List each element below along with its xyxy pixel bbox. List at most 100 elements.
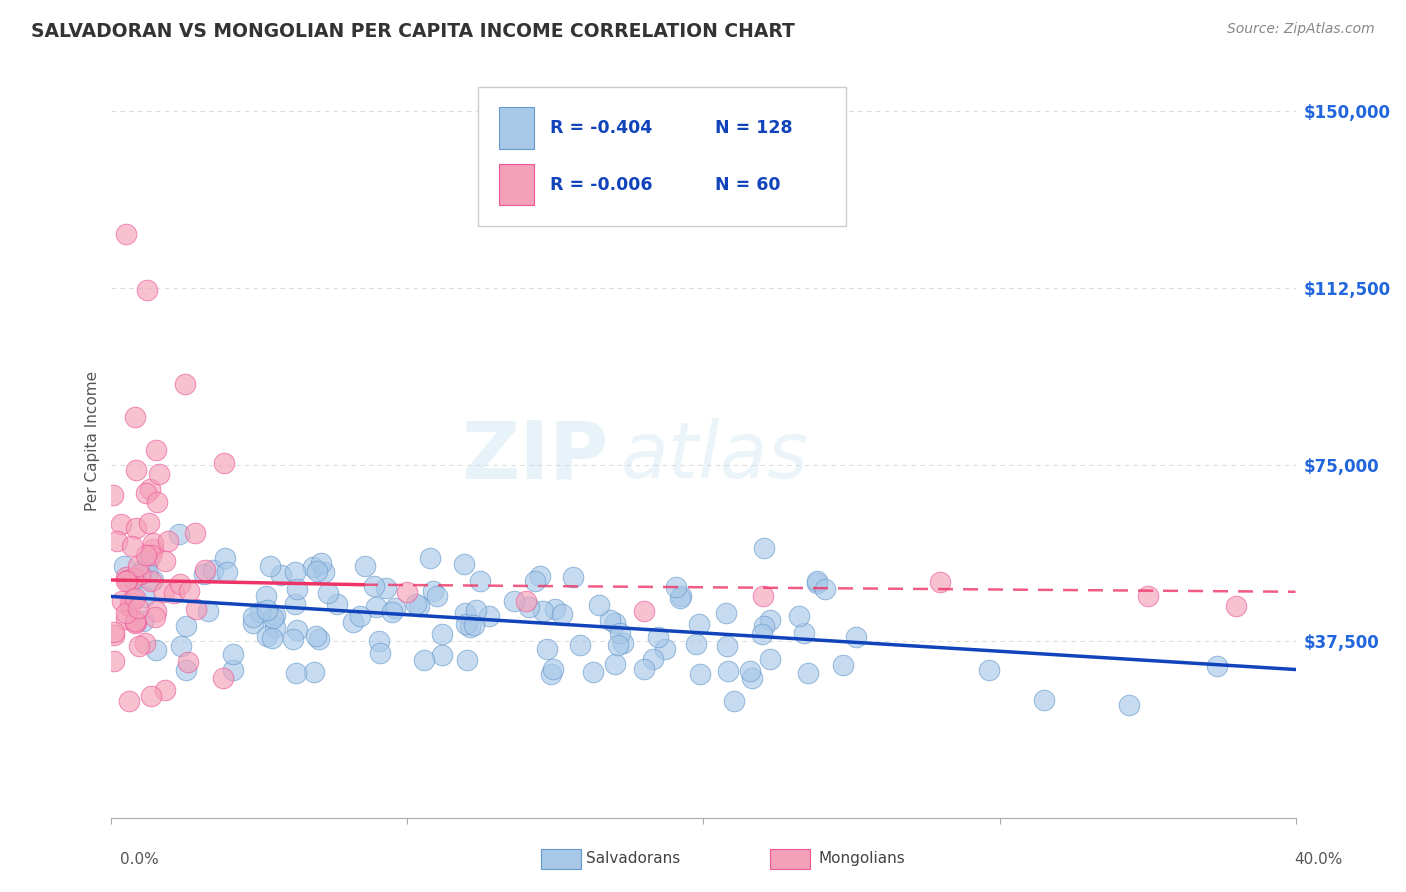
Point (806, 576, 828, 591)
Point (249, 605, 271, 619)
Point (170, 639, 193, 653)
Point (793, 626, 815, 640)
Text: ZIP: ZIP (461, 417, 609, 495)
Point (381, 605, 404, 619)
Point (285, 665, 308, 680)
Point (536, 642, 558, 657)
Point (405, 598, 427, 612)
Point (141, 689, 163, 703)
Point (256, 629, 278, 643)
Point (124, 615, 146, 629)
Text: N = 128: N = 128 (716, 120, 793, 137)
Point (145, 443, 167, 458)
Point (326, 597, 349, 611)
Point (688, 616, 710, 631)
Point (561, 570, 583, 584)
Point (453, 558, 475, 572)
Point (463, 618, 485, 632)
Point (544, 602, 567, 616)
Point (669, 591, 692, 606)
Point (468, 574, 491, 588)
Point (131, 614, 153, 628)
Point (283, 632, 305, 646)
Point (118, 599, 141, 613)
Point (145, 643, 167, 657)
Point (128, 567, 150, 582)
Point (529, 569, 551, 583)
Point (464, 603, 486, 617)
Point (430, 627, 453, 641)
Point (716, 606, 738, 620)
Point (633, 662, 655, 676)
Point (524, 574, 547, 589)
Point (167, 526, 190, 541)
Point (599, 614, 621, 628)
Point (588, 598, 610, 612)
Point (716, 640, 738, 654)
Point (456, 617, 478, 632)
Point (456, 653, 478, 667)
Point (478, 609, 501, 624)
Text: Source: ZipAtlas.com: Source: ZipAtlas.com (1227, 22, 1375, 37)
Point (689, 667, 711, 681)
Point (135, 485, 157, 500)
Point (308, 632, 330, 646)
Point (125, 615, 148, 629)
Point (135, 565, 157, 579)
Point (305, 628, 328, 642)
Point (285, 623, 308, 637)
Point (503, 593, 526, 607)
Point (787, 608, 810, 623)
Point (752, 541, 775, 555)
Point (156, 534, 179, 549)
Bar (499, 164, 534, 205)
Point (305, 564, 328, 578)
Point (408, 599, 430, 613)
Point (112, 558, 135, 573)
Point (541, 662, 564, 676)
Point (845, 630, 868, 644)
Point (197, 604, 219, 618)
Point (110, 516, 132, 531)
Point (135, 548, 157, 562)
Point (222, 663, 245, 677)
Point (612, 636, 634, 650)
Point (217, 565, 239, 579)
Point (136, 554, 159, 568)
Point (125, 521, 148, 535)
Point (342, 615, 364, 630)
Point (741, 671, 763, 685)
Point (222, 647, 245, 661)
Point (263, 620, 285, 634)
Point (142, 542, 165, 557)
Point (531, 604, 554, 618)
Point (121, 539, 143, 553)
Point (643, 652, 665, 666)
Point (633, 604, 655, 618)
Point (128, 567, 150, 582)
Point (796, 665, 818, 680)
Point (256, 603, 278, 617)
Point (929, 575, 952, 590)
Point (979, 663, 1001, 677)
Point (262, 631, 284, 645)
Point (132, 590, 155, 604)
Point (134, 635, 156, 649)
Point (363, 579, 385, 593)
Point (103, 627, 125, 641)
Point (603, 616, 626, 631)
Point (128, 640, 150, 654)
Y-axis label: Per Capita Income: Per Capita Income (86, 371, 100, 511)
Point (155, 554, 177, 568)
Point (127, 601, 149, 615)
Point (142, 573, 165, 587)
Point (515, 594, 537, 608)
Point (814, 582, 837, 597)
Point (103, 625, 125, 640)
Point (302, 560, 325, 574)
Point (685, 637, 707, 651)
Point (413, 653, 436, 667)
Point (354, 559, 377, 574)
Text: Mongolians: Mongolians (818, 852, 905, 866)
Point (212, 671, 235, 685)
